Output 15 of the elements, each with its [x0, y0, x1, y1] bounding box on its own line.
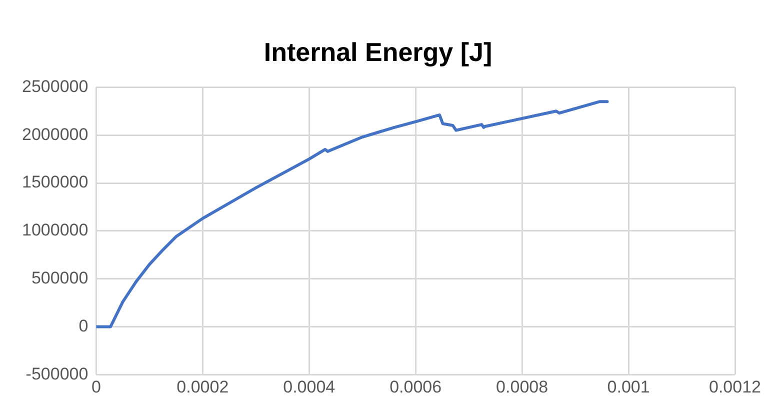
y-tick-label: 0	[78, 316, 88, 336]
chart-title: Internal Energy [J]	[264, 36, 492, 67]
y-tick-label: 2000000	[22, 124, 88, 144]
x-tick-label: 0	[91, 377, 101, 396]
y-tick-label: 2500000	[22, 76, 88, 96]
y-tick-label: -500000	[26, 364, 88, 384]
y-tick-label: 1000000	[22, 220, 88, 240]
x-tick-label: 0.001	[607, 377, 650, 396]
x-tick-label: 0.0006	[390, 377, 442, 396]
y-tick-label: 500000	[31, 268, 88, 288]
y-tick-label: 1500000	[22, 172, 88, 192]
x-tick-label: 0.0012	[709, 377, 761, 396]
x-tick-label: 0.0004	[283, 377, 336, 396]
x-tick-label: 0.0002	[176, 377, 229, 396]
x-tick-label: 0.0008	[496, 377, 548, 396]
